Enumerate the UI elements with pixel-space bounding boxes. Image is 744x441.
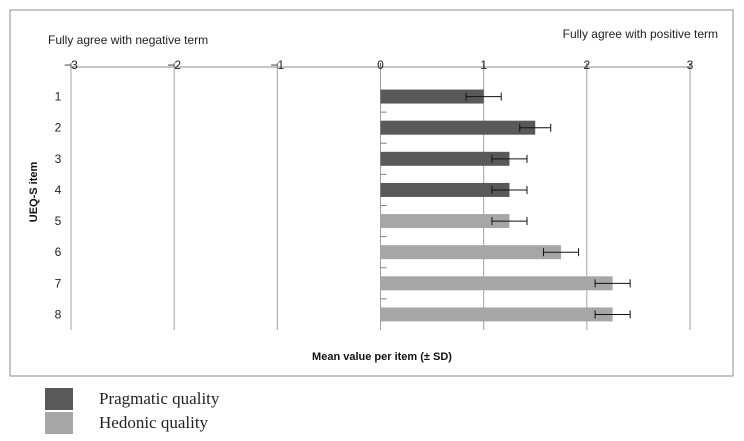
annotation-negative: Fully agree with negative term [48, 33, 208, 47]
x-tick-label: 0 [377, 58, 384, 72]
y-tick-label: 2 [55, 121, 62, 135]
legend-item-hedonic: Hedonic quality [45, 411, 219, 435]
bar [380, 89, 484, 104]
legend-label-pragmatic: Pragmatic quality [99, 389, 220, 408]
x-tick-label: −3 [64, 58, 78, 72]
x-axis-title: Mean value per item (± SD) [312, 351, 452, 363]
y-tick-label: 1 [55, 90, 62, 104]
y-tick-label: 6 [55, 245, 62, 259]
x-tick-label: −1 [270, 58, 284, 72]
legend-swatch-pragmatic [45, 388, 73, 410]
bars [380, 89, 631, 322]
bar [380, 151, 510, 166]
y-tick-label: 4 [55, 183, 62, 197]
y-tick-label: 3 [55, 152, 62, 166]
bar [380, 276, 613, 291]
y-tick-label: 5 [55, 214, 62, 228]
x-tick-label: 3 [687, 58, 694, 72]
y-tick-label: 8 [55, 307, 62, 321]
chart-frame [9, 9, 734, 377]
legend-item-pragmatic: Pragmatic quality [45, 387, 219, 411]
y-tick-label: 7 [55, 276, 62, 290]
x-axis-ticks: −3 −2 −1 0 1 2 3 [64, 58, 694, 72]
legend: Pragmatic quality Hedonic quality [45, 387, 219, 435]
grid [70, 63, 691, 330]
legend-swatch-hedonic [45, 412, 73, 434]
y-axis-title: UEQ-S item [28, 162, 40, 223]
x-tick-label: 1 [480, 58, 487, 72]
bar [380, 120, 536, 135]
legend-label-hedonic: Hedonic quality [99, 413, 209, 432]
bar [380, 307, 613, 322]
bar [380, 245, 562, 260]
x-tick-label: 2 [583, 58, 590, 72]
bar [380, 214, 510, 229]
bar [380, 182, 510, 197]
annotation-positive: Fully agree with positive term [563, 27, 718, 41]
x-tick-label: −2 [167, 58, 181, 72]
y-axis-ticks: 1 2 3 4 5 6 7 8 [55, 90, 387, 321]
